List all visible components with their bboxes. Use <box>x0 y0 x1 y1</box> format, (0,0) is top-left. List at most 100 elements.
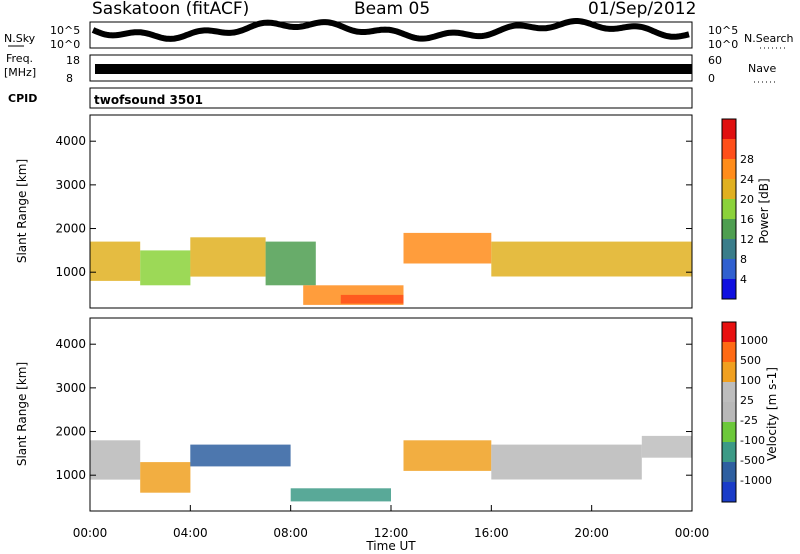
colorbar-swatch <box>722 422 736 442</box>
time-axis: 00:00 04:00 08:00 12:00 16:00 20:00 00:00 <box>73 505 710 540</box>
colorbar-tick-label: 24 <box>740 173 754 186</box>
colorbar-swatch <box>722 199 736 219</box>
velocity-band-5 <box>491 444 642 480</box>
colorbar-tick-label: 25 <box>740 394 754 407</box>
velocity-panel: 1000 2000 3000 4000 Slant Range [km] 1000 50… <box>15 317 779 512</box>
power-ylabel: Slant Range [km] <box>15 159 29 263</box>
velocity-band-4 <box>403 440 492 471</box>
colorbar-swatch <box>722 402 736 422</box>
power-colorbar: 4 8 12 16 20 24 28 <box>721 118 754 300</box>
ytick-label: 2000 <box>55 425 86 439</box>
power-band-3 <box>265 241 316 286</box>
freq-right-tick-bottom: 0 <box>708 72 715 85</box>
velocity-band-3 <box>290 488 391 502</box>
freq-right-tick-top: 60 <box>708 54 722 67</box>
colorbar-swatch <box>722 219 736 239</box>
colorbar-swatch <box>722 159 736 179</box>
colorbar-frame <box>721 118 737 300</box>
colorbar-tick-label: -500 <box>740 454 765 467</box>
velocity-band-0 <box>90 440 141 480</box>
cpid-label: CPID <box>8 92 37 105</box>
freq-left-label-2: [MHz] <box>4 66 36 79</box>
colorbar-tick-label: 8 <box>740 253 747 266</box>
colorbar-swatch <box>722 382 736 402</box>
power-band-0 <box>90 241 141 281</box>
velocity-marks <box>90 435 692 502</box>
noise-left-label: N.Sky <box>4 32 36 45</box>
xtick-label: 00:00 <box>675 526 710 540</box>
colorbar-swatch <box>722 342 736 362</box>
power-colorbar-label: Power [dB] <box>757 178 771 243</box>
ytick-label: 3000 <box>55 381 86 395</box>
noise-left-tick-bottom: 10^0 <box>50 38 80 51</box>
power-band-6 <box>403 232 492 264</box>
xtick-label: 04:00 <box>173 526 208 540</box>
colorbar-frame <box>721 321 737 503</box>
cpid-value: twofsound 3501 <box>94 93 203 107</box>
colorbar-swatch <box>722 279 736 299</box>
velocity-colorbar-label: Velocity [m s-1] <box>765 367 779 461</box>
power-marks <box>90 232 692 305</box>
colorbar-swatch <box>722 119 736 139</box>
freq-left-label-1: Freq. <box>6 52 33 65</box>
velocity-colorbar: 1000 500 100 25 -25 -100 -500 -1000 <box>721 321 772 503</box>
colorbar-tick-label: 20 <box>740 193 754 206</box>
colorbar-tick-label: 12 <box>740 233 754 246</box>
power-panel-frame <box>89 114 693 309</box>
velocity-band-2 <box>190 444 291 467</box>
power-band-1 <box>140 250 191 286</box>
xtick-label: 16:00 <box>474 526 509 540</box>
colorbar-tick-label: 500 <box>740 354 761 367</box>
velocity-band-6 <box>641 435 692 458</box>
nave-label: Nave <box>748 62 776 75</box>
colorbar-swatch <box>722 362 736 382</box>
ytick-label: 1000 <box>55 468 86 482</box>
ytick-label: 4000 <box>55 337 86 351</box>
colorbar-tick-label: 100 <box>740 374 761 387</box>
colorbar-swatch <box>722 139 736 159</box>
time-axis-label: Time UT <box>365 539 416 553</box>
freq-trace <box>95 64 692 74</box>
noise-trace <box>91 18 690 42</box>
noise-panel-frame <box>89 21 693 49</box>
date-title: 01/Sep/2012 <box>588 0 696 19</box>
site-title: Saskatoon (fitACF) <box>92 0 249 19</box>
velocity-ylabel: Slant Range [km] <box>15 362 29 466</box>
xtick-label: 08:00 <box>273 526 308 540</box>
colorbar-tick-label: 1000 <box>740 334 768 347</box>
colorbar-tick-label: -100 <box>740 434 765 447</box>
noise-right-label: N.Search <box>744 32 794 45</box>
ytick-label: 3000 <box>55 178 86 192</box>
noise-right-tick-top: 10^5 <box>708 24 738 37</box>
xtick-label: 20:00 <box>574 526 609 540</box>
noise-panel: N.Sky 10^5 10^0 10^5 10^0 N.Search <box>4 18 794 51</box>
colorbar-swatch <box>722 322 736 342</box>
colorbar-tick-label: 16 <box>740 213 754 226</box>
colorbar-swatch <box>722 442 736 462</box>
colorbar-swatch <box>722 462 736 482</box>
colorbar-swatch <box>722 259 736 279</box>
colorbar-swatch <box>722 179 736 199</box>
ytick-label: 1000 <box>55 265 86 279</box>
colorbar-tick-label: 4 <box>740 273 747 286</box>
velocity-band-1 <box>140 462 191 493</box>
noise-right-tick-bottom: 10^0 <box>708 38 738 51</box>
colorbar-swatch <box>722 239 736 259</box>
freq-left-tick-bottom: 8 <box>66 72 73 85</box>
power-band-5 <box>340 294 404 304</box>
cpid-panel-frame <box>89 87 693 109</box>
freq-panel: Freq. [MHz] 18 8 60 0 Nave <box>4 52 776 85</box>
xtick-label: 12:00 <box>374 526 409 540</box>
freq-left-tick-top: 18 <box>66 54 80 67</box>
colorbar-swatch <box>722 482 736 502</box>
noise-left-tick-top: 10^5 <box>50 24 80 37</box>
velocity-yticks: 1000 2000 3000 4000 <box>55 337 692 482</box>
power-band-7 <box>491 241 692 277</box>
beam-title: Beam 05 <box>354 0 430 19</box>
colorbar-tick-label: -25 <box>740 414 758 427</box>
ytick-label: 4000 <box>55 134 86 148</box>
colorbar-tick-label: 28 <box>740 153 754 166</box>
colorbar-tick-label: -1000 <box>740 474 772 487</box>
noise-trace-line <box>91 18 690 42</box>
